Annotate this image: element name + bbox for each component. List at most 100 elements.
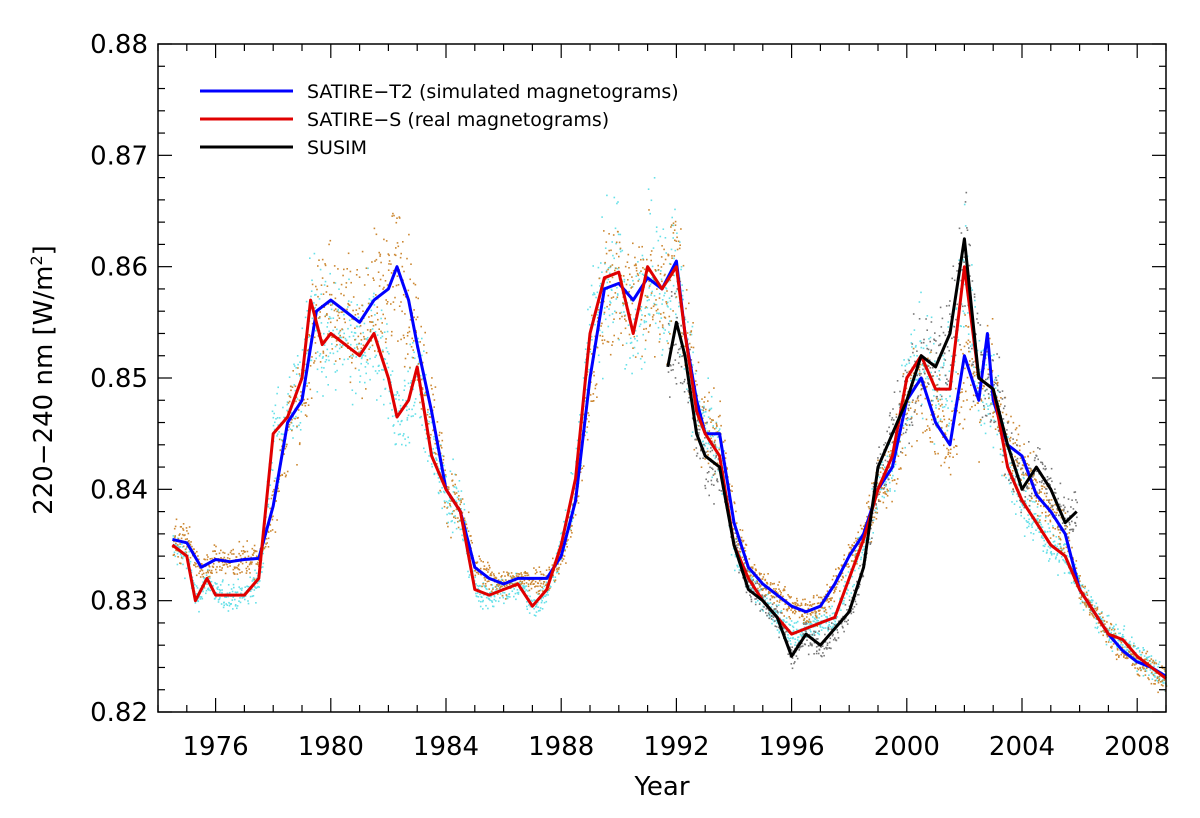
scatter-dot xyxy=(402,334,405,337)
scatter-dot xyxy=(923,370,926,372)
scatter-dot xyxy=(234,573,236,575)
scatter-dot xyxy=(499,588,501,590)
scatter-dot xyxy=(963,345,966,348)
scatter-dot xyxy=(261,571,263,573)
scatter-dot xyxy=(667,280,670,283)
scatter-dot xyxy=(475,592,477,595)
scatter-dot xyxy=(523,572,526,574)
scatter-dot xyxy=(1154,676,1156,678)
scatter-dot xyxy=(226,566,229,568)
scatter-dot xyxy=(900,468,902,470)
scatter-dot xyxy=(687,321,689,323)
scatter-dot xyxy=(570,536,572,538)
scatter-dot xyxy=(655,299,657,301)
scatter-dot xyxy=(299,442,301,444)
scatter-dot xyxy=(487,607,489,610)
scatter-dot xyxy=(970,364,973,367)
scatter-dot xyxy=(717,415,720,418)
scatter-dot xyxy=(438,434,441,437)
scatter-dot xyxy=(334,282,337,284)
scatter-dot xyxy=(823,614,826,616)
scatter-dot xyxy=(249,572,251,574)
scatter-dot xyxy=(788,638,790,640)
scatter-dot xyxy=(651,316,654,318)
scatter-dot xyxy=(504,575,506,577)
scatter-dot xyxy=(457,490,460,493)
scatter-dot xyxy=(361,397,363,400)
scatter-dot xyxy=(965,390,967,393)
scatter-dot xyxy=(360,357,363,360)
scatter-dot xyxy=(476,584,479,587)
scatter-dot xyxy=(632,347,634,349)
scatter-dot xyxy=(1016,469,1019,471)
scatter-dot xyxy=(938,370,940,372)
scatter-dot xyxy=(286,443,288,446)
scatter-dot xyxy=(338,311,340,314)
scatter-dot xyxy=(344,337,347,340)
scatter-dot xyxy=(372,277,374,279)
scatter-dot xyxy=(255,555,258,557)
scatter-dot xyxy=(338,331,341,333)
scatter-dot xyxy=(1069,572,1071,575)
scatter-dot xyxy=(950,419,953,422)
scatter-dot xyxy=(806,620,808,622)
scatter-dot xyxy=(977,402,979,404)
scatter-dot xyxy=(205,572,208,574)
scatter-dot xyxy=(267,530,270,533)
scatter-dot xyxy=(306,415,308,418)
scatter-dot xyxy=(420,378,423,381)
scatter-dot xyxy=(543,595,546,597)
scatter-dot xyxy=(1020,509,1023,511)
scatter-dot xyxy=(391,409,393,411)
scatter-dot xyxy=(906,419,909,422)
scatter-dot xyxy=(971,406,973,408)
scatter-dot xyxy=(598,277,601,280)
scatter-dot xyxy=(478,555,480,558)
scatter-dot xyxy=(814,618,817,621)
scatter-dot xyxy=(743,559,745,561)
scatter-dot xyxy=(358,276,361,278)
scatter-dot xyxy=(537,585,539,588)
scatter-dot xyxy=(513,576,515,578)
scatter-dot xyxy=(363,322,366,325)
scatter-dot xyxy=(890,450,892,452)
scatter-dot xyxy=(451,513,453,515)
scatter-dot xyxy=(266,542,268,544)
scatter-dot xyxy=(1106,615,1109,617)
scatter-dot xyxy=(230,588,233,590)
scatter-dot xyxy=(398,410,400,412)
scatter-dot xyxy=(620,274,623,277)
scatter-dot xyxy=(854,569,856,572)
scatter-dot xyxy=(1063,544,1065,546)
scatter-dot xyxy=(333,309,336,312)
scatter-dot xyxy=(452,510,454,513)
scatter-dot xyxy=(1042,537,1044,539)
scatter-dot xyxy=(531,600,534,602)
scatter-dot xyxy=(191,545,193,548)
scatter-dot xyxy=(328,318,330,320)
scatter-dot xyxy=(705,442,707,445)
scatter-dot xyxy=(866,502,868,504)
scatter-dot xyxy=(505,594,508,596)
scatter-dot xyxy=(450,536,452,539)
scatter-dot xyxy=(290,389,292,392)
scatter-dot xyxy=(241,562,244,565)
scatter-dot xyxy=(627,253,630,256)
scatter-dot xyxy=(784,586,786,588)
scatter-dot xyxy=(199,576,202,578)
scatter-dot xyxy=(889,474,891,476)
scatter-dot xyxy=(311,356,313,358)
scatter-dot xyxy=(1040,536,1043,539)
scatter-dot xyxy=(271,410,274,413)
scatter-dot xyxy=(888,466,891,469)
scatter-dot xyxy=(386,362,388,365)
scatter-dot xyxy=(892,440,894,443)
scatter-dot xyxy=(454,515,456,517)
scatter-dot xyxy=(958,424,960,426)
scatter-dot xyxy=(1079,602,1082,605)
scatter-dot xyxy=(712,454,715,457)
scatter-dot xyxy=(618,255,620,258)
scatter-dot xyxy=(771,596,774,599)
scatter-dot xyxy=(315,285,317,288)
